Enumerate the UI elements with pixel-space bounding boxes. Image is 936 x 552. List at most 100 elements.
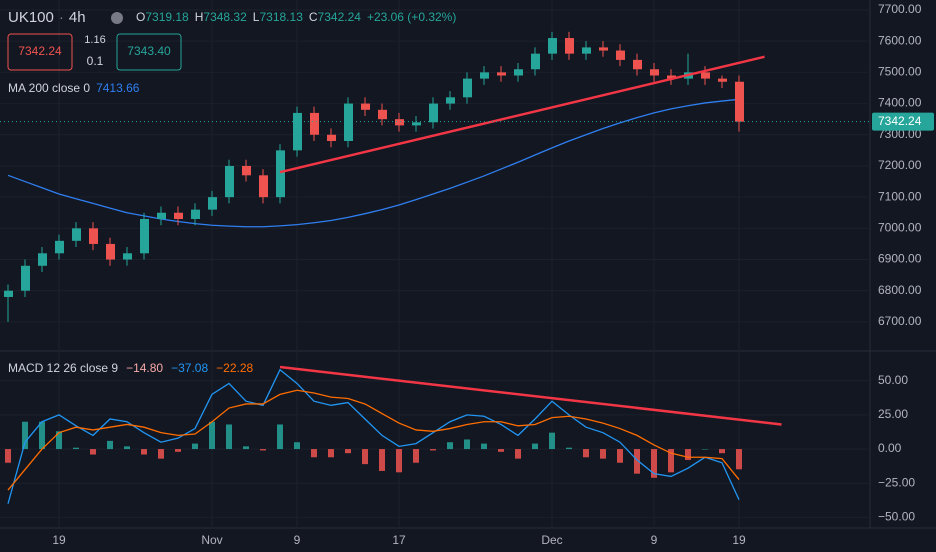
candle-body	[4, 290, 13, 297]
candle-body	[531, 53, 540, 70]
candle-body	[718, 78, 727, 82]
y-tick-label: 7100.00	[878, 189, 922, 203]
ma-legend: MA 200 close 0 7413.66	[8, 81, 140, 95]
histogram-bar	[362, 449, 368, 465]
histogram-bar	[481, 443, 487, 450]
histogram-bar	[243, 446, 249, 450]
y-tick-label: 25.00	[878, 407, 908, 421]
candle-body	[480, 72, 489, 79]
dot: ·	[59, 9, 64, 26]
candle-body	[548, 38, 557, 54]
histogram-bar	[447, 442, 453, 450]
histogram-bar	[566, 447, 572, 450]
histogram-bar	[532, 443, 538, 450]
candle-body	[565, 38, 574, 54]
y-tick-label: 6800.00	[878, 283, 922, 297]
buy-price: 7343.40	[127, 44, 171, 58]
candle-body	[259, 175, 268, 198]
candle-body	[242, 165, 251, 176]
candle-body	[208, 197, 217, 210]
candle-body	[582, 47, 591, 54]
candle-body	[446, 97, 455, 104]
ohlc-value: 7348.32	[203, 10, 247, 24]
candle-body	[633, 59, 642, 70]
candle-body	[735, 81, 744, 122]
histogram-bar	[56, 431, 62, 450]
histogram-bar	[124, 446, 130, 450]
histogram-bar	[5, 449, 11, 463]
y-tick-label: 6700.00	[878, 314, 922, 328]
candle-body	[361, 103, 370, 110]
y-tick-label: 7400.00	[878, 96, 922, 110]
buy-box	[116, 33, 182, 71]
trend-line	[279, 55, 765, 174]
histogram-bar	[22, 421, 28, 450]
ohlc-key: L	[253, 10, 260, 24]
candle-body	[293, 112, 302, 151]
histogram-bar	[498, 449, 504, 452]
candle-body	[701, 72, 710, 79]
ma-label: MA 200 close 0	[8, 81, 90, 95]
candle-body	[38, 253, 47, 266]
histogram-bar	[311, 449, 317, 458]
x-tick-label: 17	[392, 533, 406, 547]
candle-body	[378, 109, 387, 120]
histogram-bar	[277, 424, 283, 450]
sell-price: 7342.24	[18, 44, 62, 58]
x-tick-label: 9	[294, 533, 301, 547]
spread: 1.16	[84, 34, 105, 46]
candle-body	[225, 165, 234, 198]
candle-body	[310, 112, 319, 135]
macd-title: MACD 12 26 close 9	[8, 361, 118, 375]
macd-line	[7, 368, 740, 504]
candle-body	[174, 212, 183, 219]
ma-value: 7413.66	[96, 81, 140, 95]
histogram-bar	[736, 449, 742, 470]
x-tick-label: Nov	[201, 533, 222, 547]
candle-body	[55, 240, 64, 254]
status-dot	[111, 12, 123, 24]
candle-body	[276, 150, 285, 198]
y-tick-label: 6900.00	[878, 252, 922, 266]
histogram-bar	[685, 449, 691, 461]
histogram-bar	[90, 449, 96, 455]
candle-body	[412, 122, 421, 126]
y-tick-label: 0.00	[878, 441, 902, 455]
histogram-bar	[719, 449, 725, 454]
histogram-bar	[141, 449, 147, 455]
candle-body	[667, 75, 676, 79]
y-tick-label: −25.00	[878, 475, 915, 489]
histogram-bar	[260, 449, 266, 451]
histogram-bar	[702, 449, 708, 450]
candle-body	[650, 69, 659, 76]
trend-line	[279, 365, 782, 426]
histogram-bar	[413, 449, 419, 463]
histogram-bar	[192, 443, 198, 450]
y-tick-label: 50.00	[878, 373, 908, 387]
histogram-bar	[175, 449, 181, 452]
candle-body	[429, 103, 438, 123]
y-tick-label: 7200.00	[878, 158, 922, 172]
histogram-bar	[328, 449, 334, 458]
y-tick-label: 7500.00	[878, 65, 922, 79]
sell-box	[7, 33, 73, 71]
histogram-bar	[634, 449, 640, 474]
histogram-bar	[651, 449, 657, 478]
candle-body	[157, 212, 166, 219]
candle-body	[327, 134, 336, 141]
candle-body	[21, 265, 30, 291]
hist-value: −14.80	[126, 361, 163, 375]
lot: 0.1	[87, 54, 104, 68]
candle-body	[123, 253, 132, 260]
candle-body	[72, 228, 81, 241]
ohlc-value: 7318.13	[259, 10, 303, 24]
histogram-bar	[600, 449, 606, 459]
histogram-bar	[73, 447, 79, 450]
x-tick-label: Dec	[541, 533, 562, 547]
histogram-bar	[464, 439, 470, 450]
candle-body	[514, 69, 523, 76]
x-tick-label: 19	[52, 533, 66, 547]
histogram-bar	[294, 442, 300, 450]
candle-body	[616, 50, 625, 60]
histogram-bar	[209, 421, 215, 450]
